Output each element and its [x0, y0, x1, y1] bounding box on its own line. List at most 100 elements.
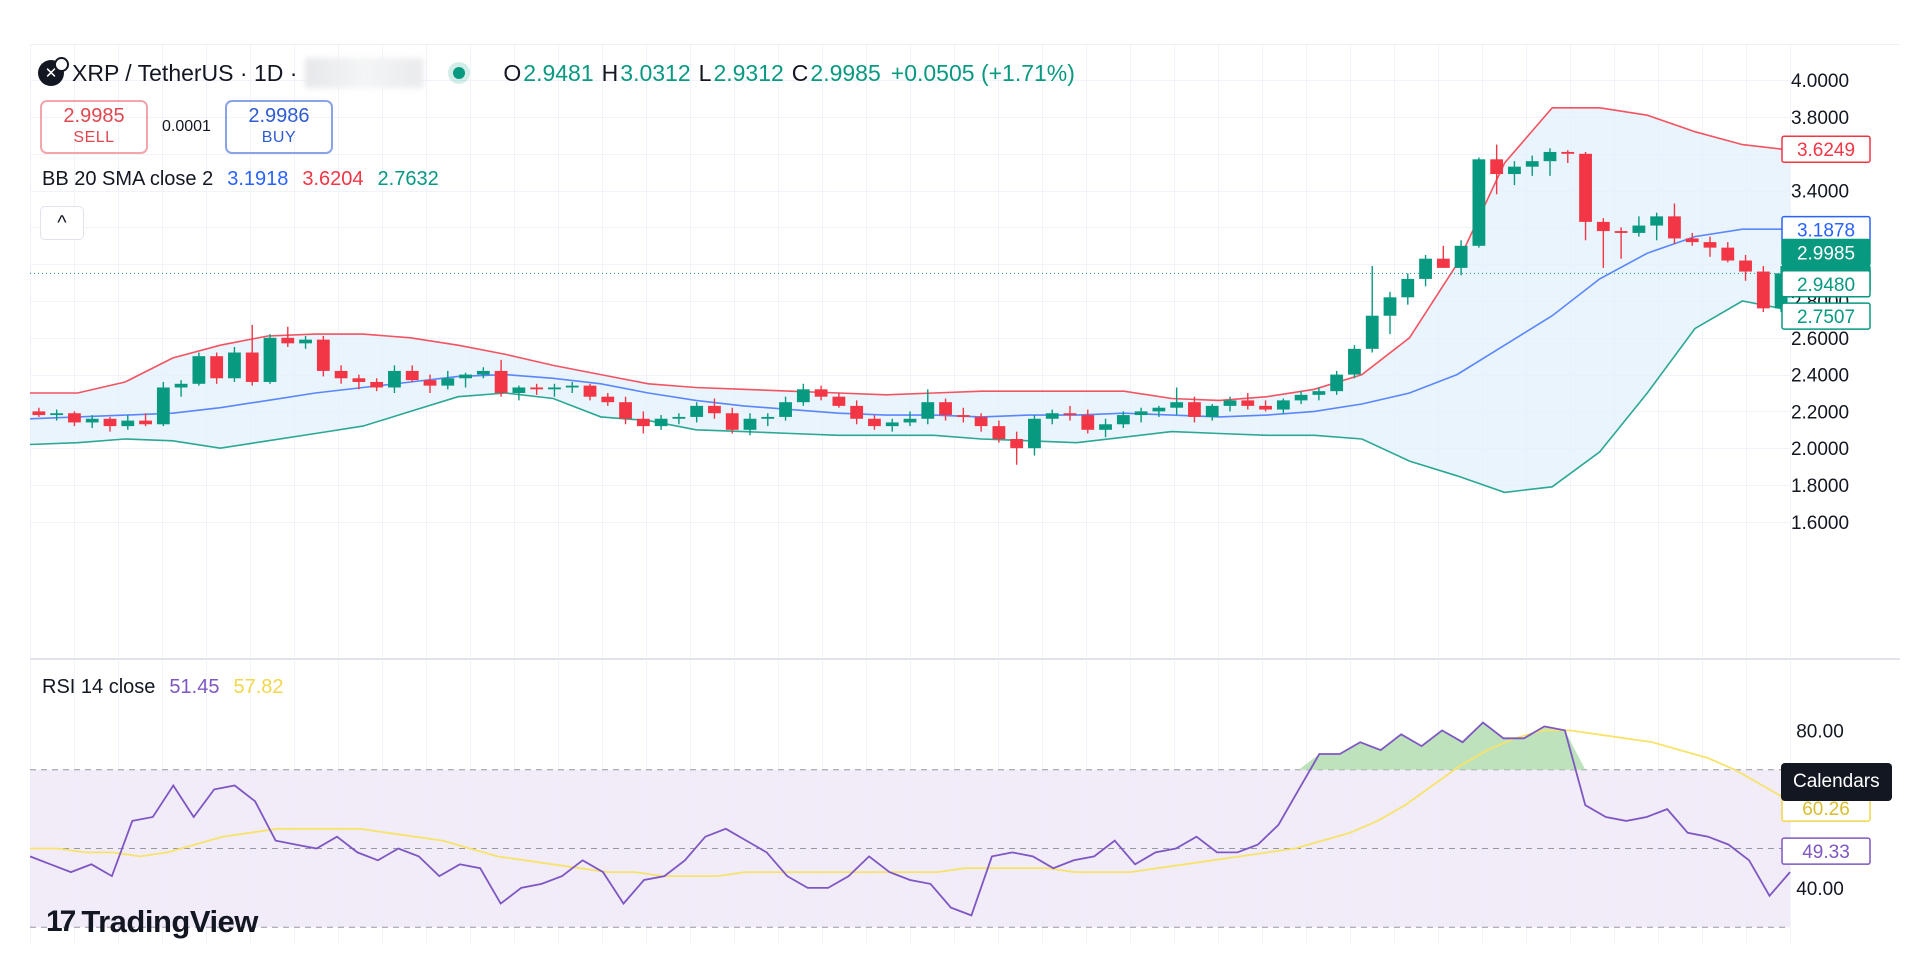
- buy-button[interactable]: 2.9986 BUY: [224, 100, 333, 154]
- candle-body: [68, 413, 81, 423]
- rsi-value: 51.45: [169, 676, 220, 698]
- price-change: +0.0505 (+1.71%): [890, 59, 1075, 86]
- candle-body: [1365, 315, 1379, 349]
- candle: [1188, 396, 1201, 423]
- candle: [690, 402, 704, 423]
- candle: [405, 365, 419, 382]
- bb-lower-value: 2.7632: [377, 168, 439, 190]
- candle: [476, 367, 490, 379]
- candle: [903, 411, 917, 427]
- candle-body: [405, 370, 419, 381]
- symbol-legend: ✕ XRP / TetherUS · 1D · O 2.9481 H 3.0312 …: [38, 57, 1075, 88]
- candle: [654, 415, 668, 430]
- tradingview-wordmark: TradingView: [81, 904, 258, 939]
- candle-body: [1472, 159, 1486, 246]
- candle-body: [1063, 413, 1077, 416]
- candle: [512, 385, 526, 401]
- candle-body: [583, 385, 597, 397]
- candle: [530, 383, 544, 395]
- candle: [601, 393, 615, 406]
- axis-tag-box: [1781, 302, 1871, 330]
- candle: [1152, 405, 1166, 417]
- candle: [1205, 404, 1219, 421]
- candle: [139, 413, 152, 427]
- candle: [210, 352, 224, 384]
- axis-tag-label: 3.6249: [1797, 140, 1855, 161]
- bb-lower-line: [30, 300, 1791, 494]
- candle-body: [1721, 247, 1735, 261]
- candle: [156, 381, 170, 427]
- candle-body: [1259, 405, 1272, 410]
- candle-body: [1188, 402, 1201, 417]
- candle-body: [1276, 400, 1290, 410]
- candle-body: [1099, 424, 1112, 430]
- candle: [548, 383, 561, 397]
- symbol-title[interactable]: XRP / TetherUS · 1D ·: [72, 59, 298, 86]
- candle: [370, 378, 384, 392]
- candle-body: [939, 402, 952, 416]
- bb-band-fill: [30, 107, 1790, 493]
- axis-tag-rsi: 49.33: [1781, 837, 1871, 865]
- candle-body: [441, 378, 455, 386]
- candle-body: [1543, 151, 1557, 162]
- candle: [1454, 240, 1468, 276]
- candle: [1543, 148, 1557, 176]
- price-axis-label: 1.8000: [1791, 476, 1849, 497]
- tradingview-logo[interactable]: 17 TradingView: [46, 904, 258, 940]
- bollinger-legend[interactable]: BB 20 SMA close 2 3.1918 3.6204 2.7632: [42, 168, 453, 191]
- rsi-ma-value: 57.82: [233, 676, 284, 698]
- candle-body: [334, 370, 348, 379]
- price-axis-label: 3.8000: [1791, 108, 1849, 129]
- axis-tag-box: [1781, 837, 1871, 865]
- candle: [174, 380, 188, 397]
- candle-body: [245, 352, 259, 382]
- candle: [352, 374, 366, 390]
- axis-tag-open: 2.9480: [1781, 270, 1871, 298]
- candle-body: [1490, 159, 1504, 175]
- candle-body: [156, 387, 170, 425]
- candle-body: [50, 413, 64, 416]
- close-key: C: [791, 59, 809, 86]
- candle-body: [1081, 415, 1095, 430]
- high-key: H: [601, 59, 619, 86]
- candle: [1579, 151, 1592, 241]
- candle: [1490, 144, 1504, 195]
- candle-body: [1454, 245, 1468, 268]
- candle: [1561, 150, 1575, 163]
- tradingview-mark-icon: 17: [46, 905, 76, 938]
- candle-body: [725, 413, 739, 430]
- rsi-legend[interactable]: RSI 14 close 51.45 57.82: [42, 676, 298, 699]
- candle: [1685, 232, 1699, 246]
- candle: [1525, 155, 1539, 176]
- candle-body: [885, 422, 899, 427]
- candle-body: [1223, 400, 1237, 406]
- candle: [868, 415, 881, 430]
- candle: [281, 326, 295, 347]
- axis-tag-label: 49.33: [1802, 842, 1850, 863]
- buy-label: BUY: [261, 129, 297, 146]
- calendars-tooltip: Calendars: [1781, 763, 1892, 801]
- candle-body: [1632, 225, 1646, 233]
- axis-tag-lower: 2.7507: [1781, 302, 1871, 330]
- sell-button[interactable]: 2.9985 SELL: [40, 100, 148, 154]
- collapse-legend-button[interactable]: ^: [40, 206, 84, 240]
- candle: [1276, 398, 1290, 414]
- axis-tag-label: 3.1878: [1797, 221, 1855, 242]
- candle-body: [779, 402, 792, 417]
- candle: [1045, 409, 1059, 425]
- candle-body: [974, 416, 988, 427]
- low-value: 2.9312: [713, 59, 784, 86]
- candle-body: [814, 389, 828, 397]
- chevron-up-icon: ^: [57, 211, 67, 234]
- candle: [619, 396, 632, 425]
- candle-body: [1561, 151, 1575, 154]
- candle: [832, 393, 846, 408]
- candle-body: [192, 356, 206, 384]
- candle-body: [85, 418, 99, 423]
- candle: [1010, 431, 1024, 465]
- candle-body: [868, 418, 881, 427]
- chart-canvas[interactable]: 4.00003.80003.60003.40003.20003.00002.80…: [30, 45, 1900, 943]
- candle-body: [1614, 231, 1628, 233]
- open-value: 2.9481: [523, 59, 594, 86]
- candle-body: [672, 416, 686, 419]
